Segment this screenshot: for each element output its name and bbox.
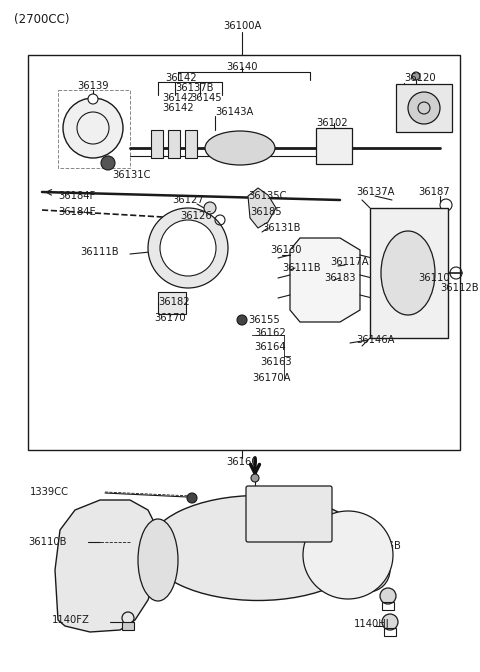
Bar <box>168 130 180 158</box>
Text: 36102: 36102 <box>316 118 348 128</box>
Polygon shape <box>248 188 276 228</box>
Text: 36135C: 36135C <box>248 191 287 201</box>
Bar <box>384 628 396 636</box>
Text: 1339CC: 1339CC <box>30 487 69 497</box>
Bar <box>185 130 197 158</box>
Text: 36112B: 36112B <box>440 283 479 293</box>
Bar <box>316 128 352 164</box>
Text: 36184F: 36184F <box>58 191 95 201</box>
Text: 36137B: 36137B <box>175 83 214 93</box>
Text: 36111B: 36111B <box>282 263 321 273</box>
Bar <box>158 292 186 314</box>
Circle shape <box>63 98 123 158</box>
Bar <box>396 84 452 132</box>
Text: 36143A: 36143A <box>215 107 253 117</box>
Circle shape <box>101 156 115 170</box>
Circle shape <box>187 493 197 503</box>
Bar <box>122 622 134 630</box>
Text: 36182: 36182 <box>158 297 190 307</box>
Text: 36184E: 36184E <box>58 207 96 217</box>
Text: 36142: 36142 <box>162 103 193 113</box>
Text: 36146A: 36146A <box>356 335 395 345</box>
Text: (2700CC): (2700CC) <box>14 13 70 26</box>
Text: 36163: 36163 <box>260 357 292 367</box>
Ellipse shape <box>205 131 275 165</box>
Text: 36131C: 36131C <box>112 170 151 180</box>
Bar <box>382 602 394 610</box>
Text: 36170A: 36170A <box>252 373 290 383</box>
Text: 36111B: 36111B <box>80 247 119 257</box>
Text: 36160: 36160 <box>226 457 258 467</box>
Text: 1140FZ: 1140FZ <box>52 615 90 625</box>
Text: 36142: 36142 <box>162 93 193 103</box>
Text: 36164: 36164 <box>254 342 286 352</box>
Circle shape <box>251 474 259 482</box>
Text: 36127: 36127 <box>172 195 204 205</box>
Text: 36117A: 36117A <box>330 257 369 267</box>
Circle shape <box>88 94 98 104</box>
Text: 36187: 36187 <box>418 187 450 197</box>
Ellipse shape <box>148 208 228 288</box>
Text: 36162: 36162 <box>254 328 286 338</box>
Ellipse shape <box>303 511 393 599</box>
Text: 1339GB: 1339GB <box>362 541 402 551</box>
Circle shape <box>346 548 390 592</box>
Text: 36130: 36130 <box>270 245 301 255</box>
Circle shape <box>380 588 396 604</box>
Bar <box>370 208 448 338</box>
Text: 36110B: 36110B <box>28 537 67 547</box>
Circle shape <box>382 614 398 630</box>
FancyBboxPatch shape <box>246 486 332 542</box>
Text: 36155: 36155 <box>248 315 280 325</box>
Text: 1140HJ: 1140HJ <box>354 619 390 629</box>
Text: 36142: 36142 <box>165 73 197 83</box>
Text: 36120: 36120 <box>404 73 436 83</box>
Text: 36126: 36126 <box>180 211 212 221</box>
Polygon shape <box>55 500 158 632</box>
Ellipse shape <box>148 495 368 601</box>
Circle shape <box>412 72 420 80</box>
Text: 36137A: 36137A <box>356 187 395 197</box>
Bar <box>151 130 163 158</box>
Ellipse shape <box>138 519 178 601</box>
Text: 36170: 36170 <box>154 313 186 323</box>
Text: 36110: 36110 <box>418 273 450 283</box>
Text: 36100A: 36100A <box>223 21 261 31</box>
Bar <box>28 55 460 450</box>
Circle shape <box>204 202 216 214</box>
Polygon shape <box>290 238 360 322</box>
Text: 36183: 36183 <box>324 273 356 283</box>
Ellipse shape <box>381 231 435 315</box>
Circle shape <box>408 92 440 124</box>
Text: 36131B: 36131B <box>262 223 300 233</box>
Circle shape <box>237 315 247 325</box>
Text: 36140: 36140 <box>226 62 258 72</box>
Text: 36185: 36185 <box>250 207 282 217</box>
Circle shape <box>160 220 216 276</box>
Text: 36139: 36139 <box>77 81 109 91</box>
Text: 36145: 36145 <box>190 93 222 103</box>
